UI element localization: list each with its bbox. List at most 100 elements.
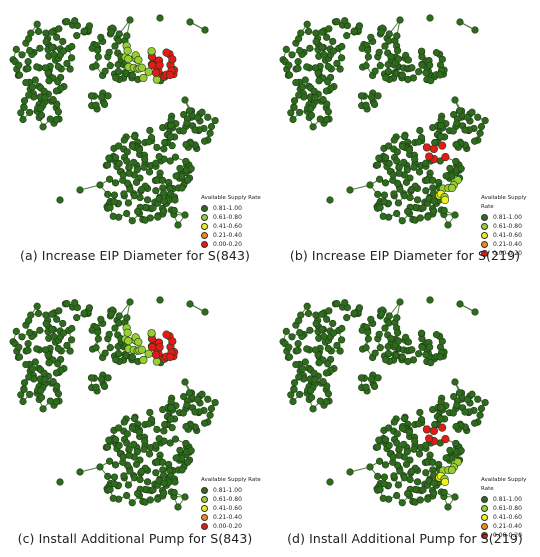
junction-node — [471, 138, 478, 145]
junction-node — [399, 354, 406, 361]
junction-node — [482, 399, 489, 406]
legend-title: Available Supply Rate — [201, 194, 261, 203]
junction-node — [347, 187, 354, 194]
junction-node — [25, 347, 32, 354]
junction-node — [368, 34, 375, 41]
junction-node — [125, 55, 133, 63]
junction-node — [172, 197, 179, 204]
legend-item: 0.21-0.40 — [201, 513, 261, 522]
junction-node — [192, 409, 199, 416]
junction-node — [32, 77, 39, 84]
junction-node — [394, 33, 401, 40]
junction-node — [310, 124, 317, 131]
junction-node — [131, 415, 138, 422]
junction-node — [194, 114, 201, 121]
junction-node — [171, 489, 178, 496]
junction-node — [47, 398, 54, 405]
junction-node — [177, 165, 184, 172]
caption-c: (c) Install Additional Pump for S(843) — [0, 531, 270, 546]
junction-node — [414, 197, 421, 204]
junction-node — [42, 376, 49, 383]
junction-node — [64, 18, 71, 25]
junction-node — [97, 182, 104, 189]
junction-node — [37, 105, 44, 112]
junction-node — [20, 398, 27, 405]
legend-swatch — [201, 205, 208, 212]
junction-node — [419, 62, 426, 69]
junction-node — [68, 337, 75, 344]
junction-node — [57, 479, 64, 486]
junction-node — [464, 114, 471, 121]
junction-node — [51, 51, 58, 58]
junction-node — [423, 160, 430, 167]
junction-node — [73, 314, 80, 321]
junction-node — [426, 62, 433, 69]
junction-node — [53, 398, 60, 405]
junction-node — [368, 94, 375, 101]
junction-node — [320, 96, 327, 103]
junction-node — [302, 359, 309, 366]
junction-node — [124, 149, 131, 156]
junction-node — [423, 187, 430, 194]
junction-node — [424, 214, 431, 221]
junction-node — [320, 378, 327, 385]
junction-node — [419, 344, 426, 351]
junction-node — [13, 46, 20, 53]
legend-swatch — [481, 214, 488, 221]
junction-node — [138, 468, 145, 475]
junction-node — [160, 208, 167, 215]
junction-node — [23, 79, 30, 86]
junction-node — [308, 112, 315, 119]
junction-node — [376, 458, 383, 465]
junction-node — [141, 156, 148, 163]
junction-node — [448, 184, 456, 192]
junction-node — [129, 217, 136, 224]
junction-node — [405, 76, 412, 83]
junction-node — [286, 344, 293, 351]
junction-node — [283, 46, 290, 53]
junction-node — [307, 327, 314, 334]
junction-node — [123, 440, 130, 447]
junction-node — [427, 77, 434, 84]
junction-node — [457, 19, 464, 26]
junction-node — [54, 361, 61, 368]
junction-node — [303, 346, 310, 353]
junction-node — [53, 316, 60, 323]
junction-node — [372, 350, 379, 357]
junction-node — [416, 451, 423, 458]
junction-node — [116, 31, 123, 38]
junction-node — [180, 128, 187, 135]
junction-node — [175, 222, 182, 229]
junction-node — [121, 472, 128, 479]
junction-node — [477, 130, 484, 137]
junction-node — [25, 317, 32, 324]
junction-node — [126, 170, 133, 177]
junction-node — [474, 114, 481, 121]
junction-node — [409, 346, 416, 353]
junction-node — [212, 399, 219, 406]
junction-node — [188, 165, 195, 172]
junction-node — [104, 473, 111, 480]
junction-node — [60, 330, 67, 337]
junction-node — [365, 54, 372, 61]
legend-label: 0.41-0.60 — [493, 231, 522, 240]
junction-node — [146, 169, 153, 176]
junction-node — [104, 191, 111, 198]
caption-b: (b) Increase EIP Diameter for S(219) — [270, 248, 540, 263]
junction-node — [450, 410, 457, 417]
junction-node — [329, 320, 336, 327]
legend-item: 0.41-0.60 — [201, 222, 261, 231]
junction-node — [324, 361, 331, 368]
junction-node — [477, 412, 484, 419]
junction-node — [35, 310, 42, 317]
junction-node — [19, 334, 26, 341]
junction-node — [105, 93, 112, 100]
junction-node — [450, 128, 457, 135]
junction-node — [121, 190, 128, 197]
junction-node — [144, 197, 151, 204]
junction-node — [415, 68, 422, 75]
junction-node — [16, 62, 23, 69]
junction-node — [405, 339, 412, 346]
junction-node — [124, 47, 132, 55]
